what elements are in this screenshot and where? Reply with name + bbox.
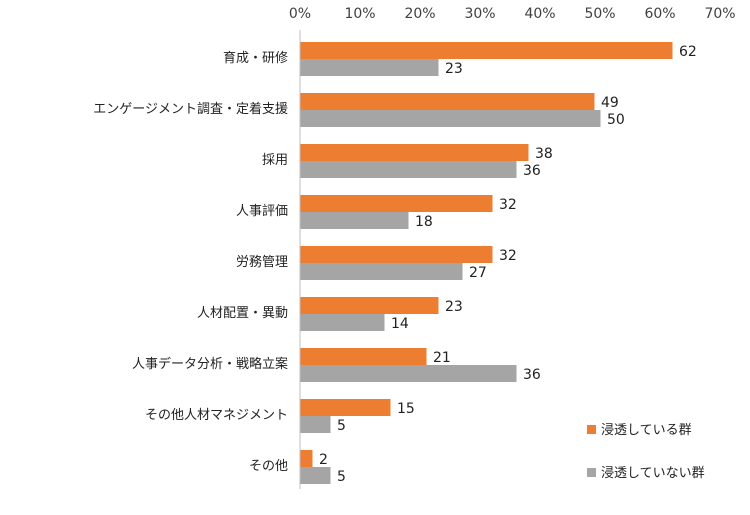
- bar-series-1: [300, 297, 439, 314]
- x-axis-ticks: 0% 10% 20% 30% 40% 50% 60% 70%: [289, 6, 736, 22]
- legend-label: 浸透していない群: [601, 466, 705, 481]
- data-label: 32: [499, 197, 517, 213]
- x-tick-label: 30%: [464, 6, 495, 22]
- data-label: 15: [397, 401, 415, 417]
- bars: [300, 42, 673, 484]
- category-label: 人事評価: [236, 204, 288, 219]
- legend-swatch: [587, 468, 596, 477]
- bar-series-1: [300, 399, 391, 416]
- x-tick-label: 50%: [584, 6, 615, 22]
- bar-series-2: [300, 110, 601, 127]
- bar-series-2: [300, 467, 331, 484]
- category-label: その他人材マネジメント: [145, 408, 288, 423]
- x-tick-label: 0%: [289, 6, 311, 22]
- data-label: 36: [523, 163, 541, 179]
- bar-series-1: [300, 246, 493, 263]
- category-label: 採用: [262, 153, 288, 168]
- data-label: 21: [433, 350, 451, 366]
- bar-series-1: [300, 195, 493, 212]
- data-labels: 62 49 38 32 32 23 21 15 2 23 50 36 18 27 14 36 5 5: [319, 44, 697, 485]
- x-tick-label: 70%: [704, 6, 735, 22]
- data-label: 23: [445, 299, 463, 315]
- data-label: 2: [319, 452, 328, 468]
- data-label: 5: [337, 469, 346, 485]
- data-label: 23: [445, 61, 463, 77]
- x-tick-label: 20%: [404, 6, 435, 22]
- data-label: 38: [535, 146, 553, 162]
- category-label: エンゲージメント調査・定着支援: [93, 101, 288, 117]
- data-label: 14: [391, 316, 409, 332]
- bar-series-2: [300, 314, 385, 331]
- data-label: 49: [601, 95, 619, 111]
- bar-series-2: [300, 416, 331, 433]
- bar-series-1: [300, 93, 595, 110]
- x-tick-label: 10%: [344, 6, 375, 22]
- bar-series-2: [300, 263, 463, 280]
- data-label: 50: [607, 112, 625, 128]
- category-label: 人事データ分析・戦略立案: [132, 356, 288, 372]
- legend-swatch: [587, 425, 596, 434]
- bar-series-2: [300, 365, 517, 382]
- data-label: 62: [679, 44, 697, 60]
- data-label: 5: [337, 418, 346, 434]
- x-tick-label: 40%: [524, 6, 555, 22]
- bar-series-1: [300, 144, 529, 161]
- bar-series-2: [300, 161, 517, 178]
- bar-series-2: [300, 59, 439, 76]
- category-label: 人材配置・異動: [197, 306, 288, 321]
- category-label: 労務管理: [236, 255, 288, 270]
- bar-series-2: [300, 212, 409, 229]
- data-label: 32: [499, 248, 517, 264]
- data-label: 27: [469, 265, 487, 281]
- x-tick-label: 60%: [644, 6, 675, 22]
- data-label: 36: [523, 367, 541, 383]
- legend-label: 浸透している群: [601, 423, 692, 438]
- bar-series-1: [300, 348, 427, 365]
- data-label: 18: [415, 214, 433, 230]
- bar-series-1: [300, 42, 673, 59]
- category-label: その他: [249, 459, 288, 474]
- bar-series-1: [300, 450, 313, 467]
- category-label: 育成・研修: [223, 50, 288, 66]
- category-labels: 育成・研修エンゲージメント調査・定着支援採用人事評価労務管理人材配置・異動人事デ…: [93, 50, 288, 474]
